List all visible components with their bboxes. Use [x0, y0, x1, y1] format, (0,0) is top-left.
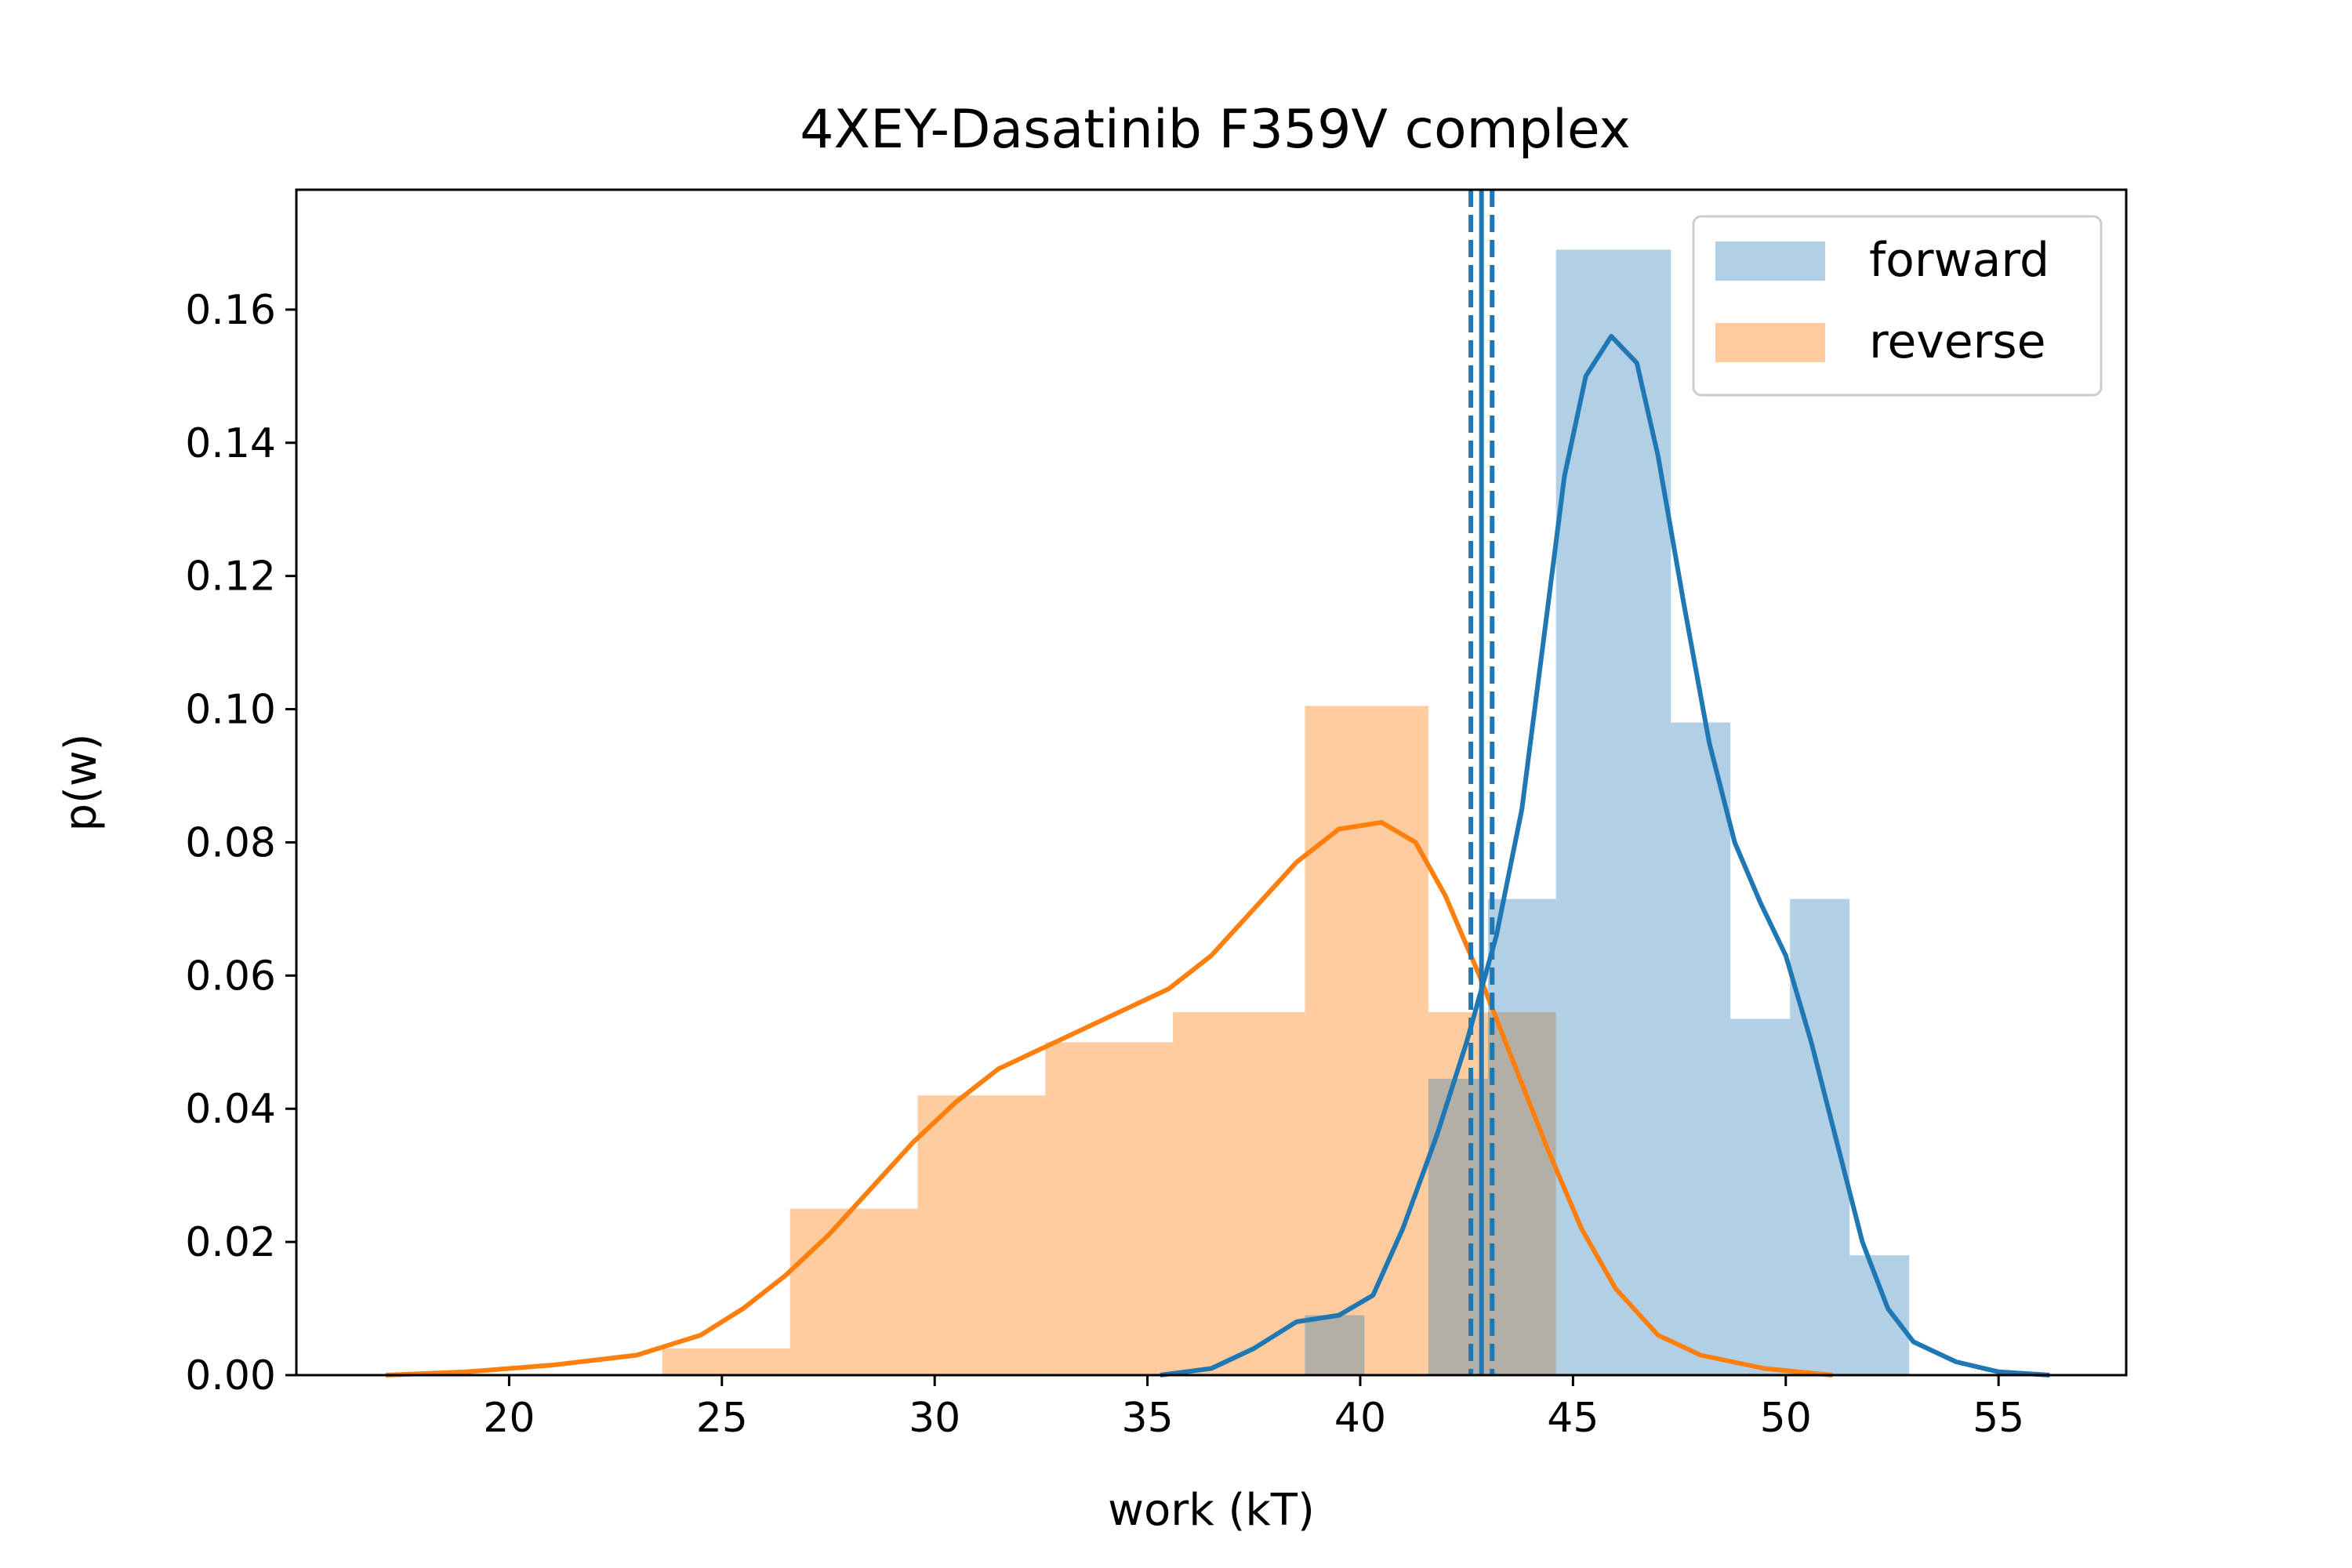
kde-line-reverse: [385, 820, 1833, 1377]
legend-box: [1692, 215, 2103, 397]
y-tick-label: 0.12: [185, 554, 276, 601]
bar-forward-0: [1305, 1315, 1365, 1375]
y-tick-label: 0.08: [185, 819, 276, 866]
bar-reverse-5: [1305, 706, 1428, 1375]
x-tick-label: 40: [1334, 1395, 1386, 1442]
bar-forward-5: [1730, 1018, 1791, 1375]
bar-reverse-2: [917, 1095, 1046, 1375]
bar-reverse-0: [662, 1348, 790, 1375]
y-tick-label: 0.04: [185, 1086, 276, 1133]
x-axis-label: work (kT): [1108, 1485, 1315, 1536]
legend-label-forward: forward: [1869, 233, 2049, 288]
y-tick-label: 0.16: [185, 287, 276, 334]
bar-forward-7: [1849, 1255, 1910, 1375]
bar-forward-6: [1790, 898, 1850, 1375]
legend-swatch-reverse: [1715, 323, 1825, 362]
x-tick-label: 45: [1547, 1395, 1599, 1442]
plot-area: [385, 190, 2050, 1377]
plot-frame: [295, 188, 2128, 1377]
bar-forward-4: [1671, 722, 1731, 1375]
chart-title: 4XEY-Dasatinib F359V complex: [800, 99, 1630, 161]
x-tick-label: 25: [696, 1395, 748, 1442]
kde-line-forward: [1160, 333, 2050, 1377]
y-tick-label: 0.06: [185, 953, 276, 1000]
bar-forward-2: [1487, 898, 1556, 1375]
x-tick-label: 35: [1121, 1395, 1173, 1442]
legend: forward reverse: [1692, 215, 2103, 397]
bar-forward-1: [1428, 1079, 1488, 1375]
x-tick-label: 30: [909, 1395, 960, 1442]
y-tick-label: 0.10: [185, 687, 276, 734]
x-tick-label: 50: [1760, 1395, 1812, 1442]
legend-swatch-forward: [1715, 241, 1825, 281]
y-tick-label: 0.14: [185, 420, 276, 467]
legend-label-reverse: reverse: [1869, 314, 2046, 369]
y-tick-label: 0.00: [185, 1352, 276, 1399]
x-tick-label: 20: [483, 1395, 535, 1442]
y-axis-label: p(w): [56, 733, 107, 831]
axes-ticks: 20 25 30 35 40 45 50 55 0.00 0.02 0.04 0.06 0.08 0.10…: [185, 287, 2024, 1442]
bar-reverse-4: [1173, 1012, 1305, 1375]
x-tick-label: 55: [1973, 1395, 2024, 1442]
bar-reverse-3: [1045, 1042, 1174, 1375]
bar-reverse-1: [789, 1208, 918, 1375]
y-tick-label: 0.02: [185, 1219, 276, 1266]
